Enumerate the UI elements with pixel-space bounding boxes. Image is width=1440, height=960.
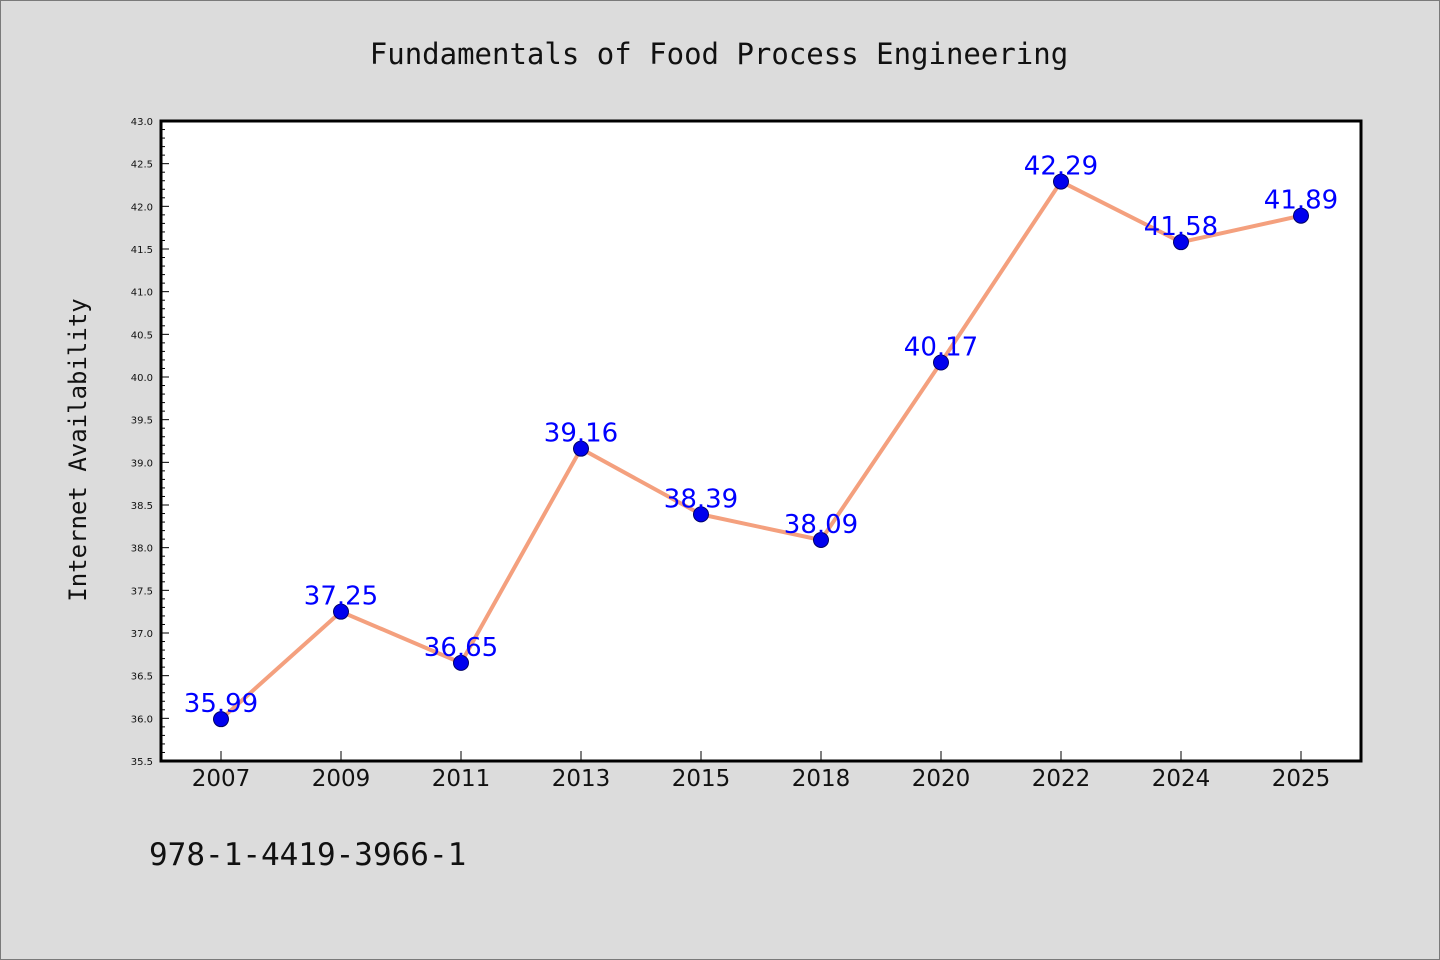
data-markers — [213, 173, 1309, 728]
x-tick-label: 2011 — [432, 766, 491, 792]
data-label: 41.58 — [1144, 212, 1218, 242]
x-tick-label: 2007 — [192, 766, 251, 792]
data-point-marker — [693, 506, 709, 523]
x-tick-label: 2022 — [1032, 766, 1091, 792]
y-axis-label: Internet Availability — [64, 298, 92, 601]
y-tick-label: 40.0 — [131, 373, 153, 384]
series-line — [219, 179, 1303, 722]
data-label: 36.65 — [424, 633, 498, 663]
y-tick-label: 41.5 — [131, 245, 153, 256]
series-line-group — [219, 179, 1303, 722]
x-tick-label: 2013 — [552, 766, 611, 792]
data-label: 38.39 — [664, 484, 738, 514]
x-axis-ticks: 2007 2009 2011 2013 2015 2018 2020 2022 2024 2025 — [192, 751, 1331, 792]
y-tick-label: 38.0 — [131, 544, 153, 555]
y-tick-label: 39.5 — [131, 416, 153, 427]
chart-title: Fundamentals of Food Process Engineering — [370, 37, 1068, 71]
y-tick-label: 36.5 — [131, 672, 153, 683]
data-label: 40.17 — [904, 332, 978, 362]
data-labels: 35.99 37.25 36.65 39.16 38.39 38.09 40.17 42.29… — [184, 152, 1338, 720]
y-tick-label: 39.0 — [131, 458, 153, 469]
data-label: 39.16 — [544, 419, 618, 449]
isbn-footer: 978-1-4419-3966-1 — [149, 837, 466, 873]
y-tick-label: 36.0 — [131, 714, 153, 725]
data-point-marker — [1293, 207, 1309, 224]
y-axis-ticks: 35.5 36.0 36.5 37.0 37.5 38.0 38.5 39.0 39.5 40.0… — [131, 117, 169, 768]
y-tick-label: 38.5 — [131, 501, 153, 512]
data-point-marker — [1173, 234, 1189, 251]
data-label: 41.89 — [1264, 186, 1338, 216]
y-tick-label: 35.5 — [131, 757, 153, 768]
x-tick-label: 2018 — [792, 766, 851, 792]
y-tick-label: 40.5 — [131, 330, 153, 341]
data-point-marker — [813, 531, 829, 548]
data-label: 37.25 — [304, 582, 378, 612]
data-label: 38.09 — [784, 510, 858, 540]
data-label: 35.99 — [184, 689, 258, 719]
data-point-marker — [213, 711, 229, 728]
y-tick-label: 37.5 — [131, 586, 153, 597]
data-point-marker — [453, 654, 469, 671]
data-point-marker — [1053, 173, 1069, 190]
x-tick-label: 2020 — [912, 766, 971, 792]
data-point-marker — [333, 603, 349, 620]
x-tick-label: 2024 — [1152, 766, 1211, 792]
data-point-marker — [573, 440, 589, 457]
y-tick-label: 43.0 — [131, 117, 153, 128]
y-tick-label: 37.0 — [131, 629, 153, 640]
x-tick-label: 2015 — [672, 766, 731, 792]
x-tick-label: 2009 — [312, 766, 371, 792]
y-tick-label: 41.0 — [131, 288, 153, 299]
data-point-marker — [933, 354, 949, 371]
plot-area — [159, 119, 1363, 763]
y-tick-label: 42.5 — [131, 160, 153, 171]
x-tick-label: 2025 — [1272, 766, 1331, 792]
y-tick-label: 42.0 — [131, 202, 153, 213]
data-label: 42.29 — [1024, 152, 1098, 182]
